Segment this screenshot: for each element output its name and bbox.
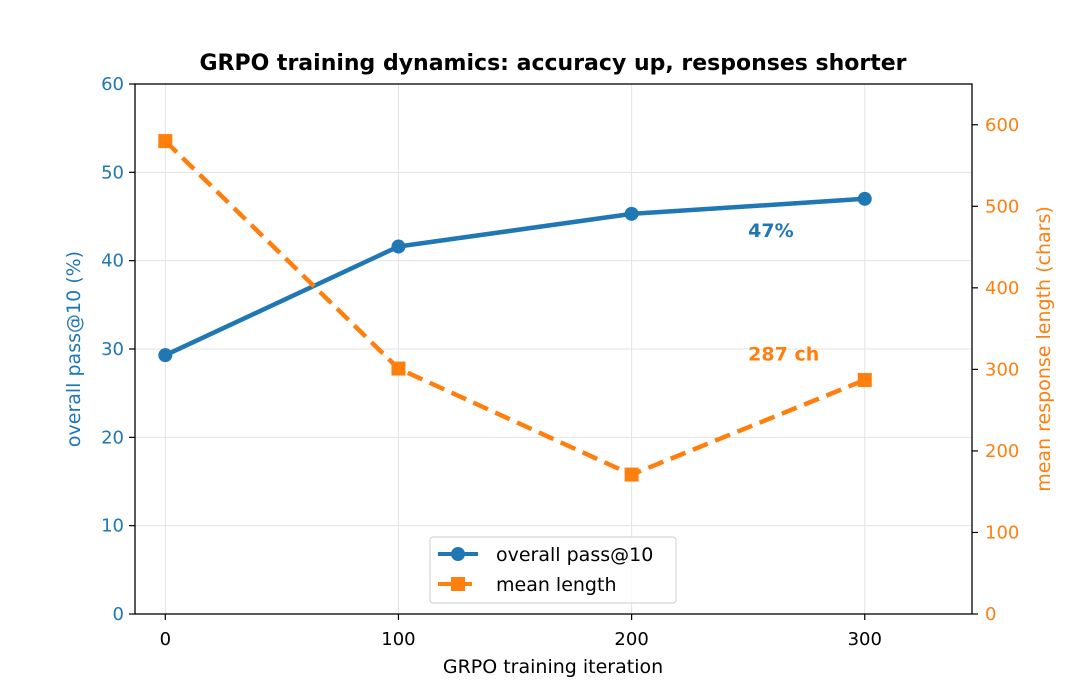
data-point xyxy=(857,372,872,387)
x-tick-label: 300 xyxy=(848,629,882,650)
y-right-tick-label: 0 xyxy=(985,604,996,625)
data-point xyxy=(391,361,406,376)
y-right-tick-label: 400 xyxy=(985,278,1019,299)
y-right-tick-label: 500 xyxy=(985,196,1019,217)
plot-series xyxy=(158,134,872,482)
legend: overall pass@10 mean length xyxy=(429,536,677,604)
y-left-axis-label: overall pass@10 (%) xyxy=(63,251,85,447)
series-line-0 xyxy=(164,196,865,358)
legend-frame xyxy=(429,536,677,604)
data-point xyxy=(391,239,406,254)
legend-label-pass: overall pass@10 xyxy=(496,544,653,566)
y-left-tick-label: 10 xyxy=(101,516,124,537)
x-tick-label: 200 xyxy=(614,629,648,650)
y-left-tick-label: 60 xyxy=(101,74,124,95)
x-tick-label: 100 xyxy=(381,629,415,650)
y-left-tick-label: 20 xyxy=(101,427,124,448)
data-point xyxy=(857,191,872,206)
annotation-label: 287 ch xyxy=(748,343,819,365)
legend-label-length: mean length xyxy=(496,574,617,596)
data-point xyxy=(624,467,639,482)
x-axis-label: GRPO training iteration xyxy=(443,656,663,678)
y-left-tick-label: 40 xyxy=(101,251,124,272)
y-right-axis-label: mean response length (chars) xyxy=(1033,206,1055,492)
y-right-tick-label: 200 xyxy=(985,441,1019,462)
annotation-label: 47% xyxy=(748,220,793,242)
data-point xyxy=(158,134,173,149)
y-left-tick-label: 0 xyxy=(113,604,124,625)
legend-marker-pass xyxy=(451,547,465,561)
data-point xyxy=(158,348,173,363)
legend-marker-length xyxy=(451,577,465,591)
grid-lines xyxy=(135,83,972,615)
x-tick-label: 0 xyxy=(160,629,171,650)
y-right-tick-label: 300 xyxy=(985,359,1019,380)
y-right-tick-label: 600 xyxy=(985,115,1019,136)
data-point xyxy=(624,206,639,221)
axes: 0 100 200 300010203040506001002003004005006… xyxy=(101,74,1019,650)
annotations: 47% 287 ch xyxy=(748,220,819,366)
y-right-tick-label: 100 xyxy=(985,522,1019,543)
series-line-1 xyxy=(163,139,866,477)
chart-title: GRPO training dynamics: accuracy up, res… xyxy=(199,51,906,76)
y-left-tick-label: 50 xyxy=(101,162,124,183)
y-left-tick-label: 30 xyxy=(101,339,124,360)
